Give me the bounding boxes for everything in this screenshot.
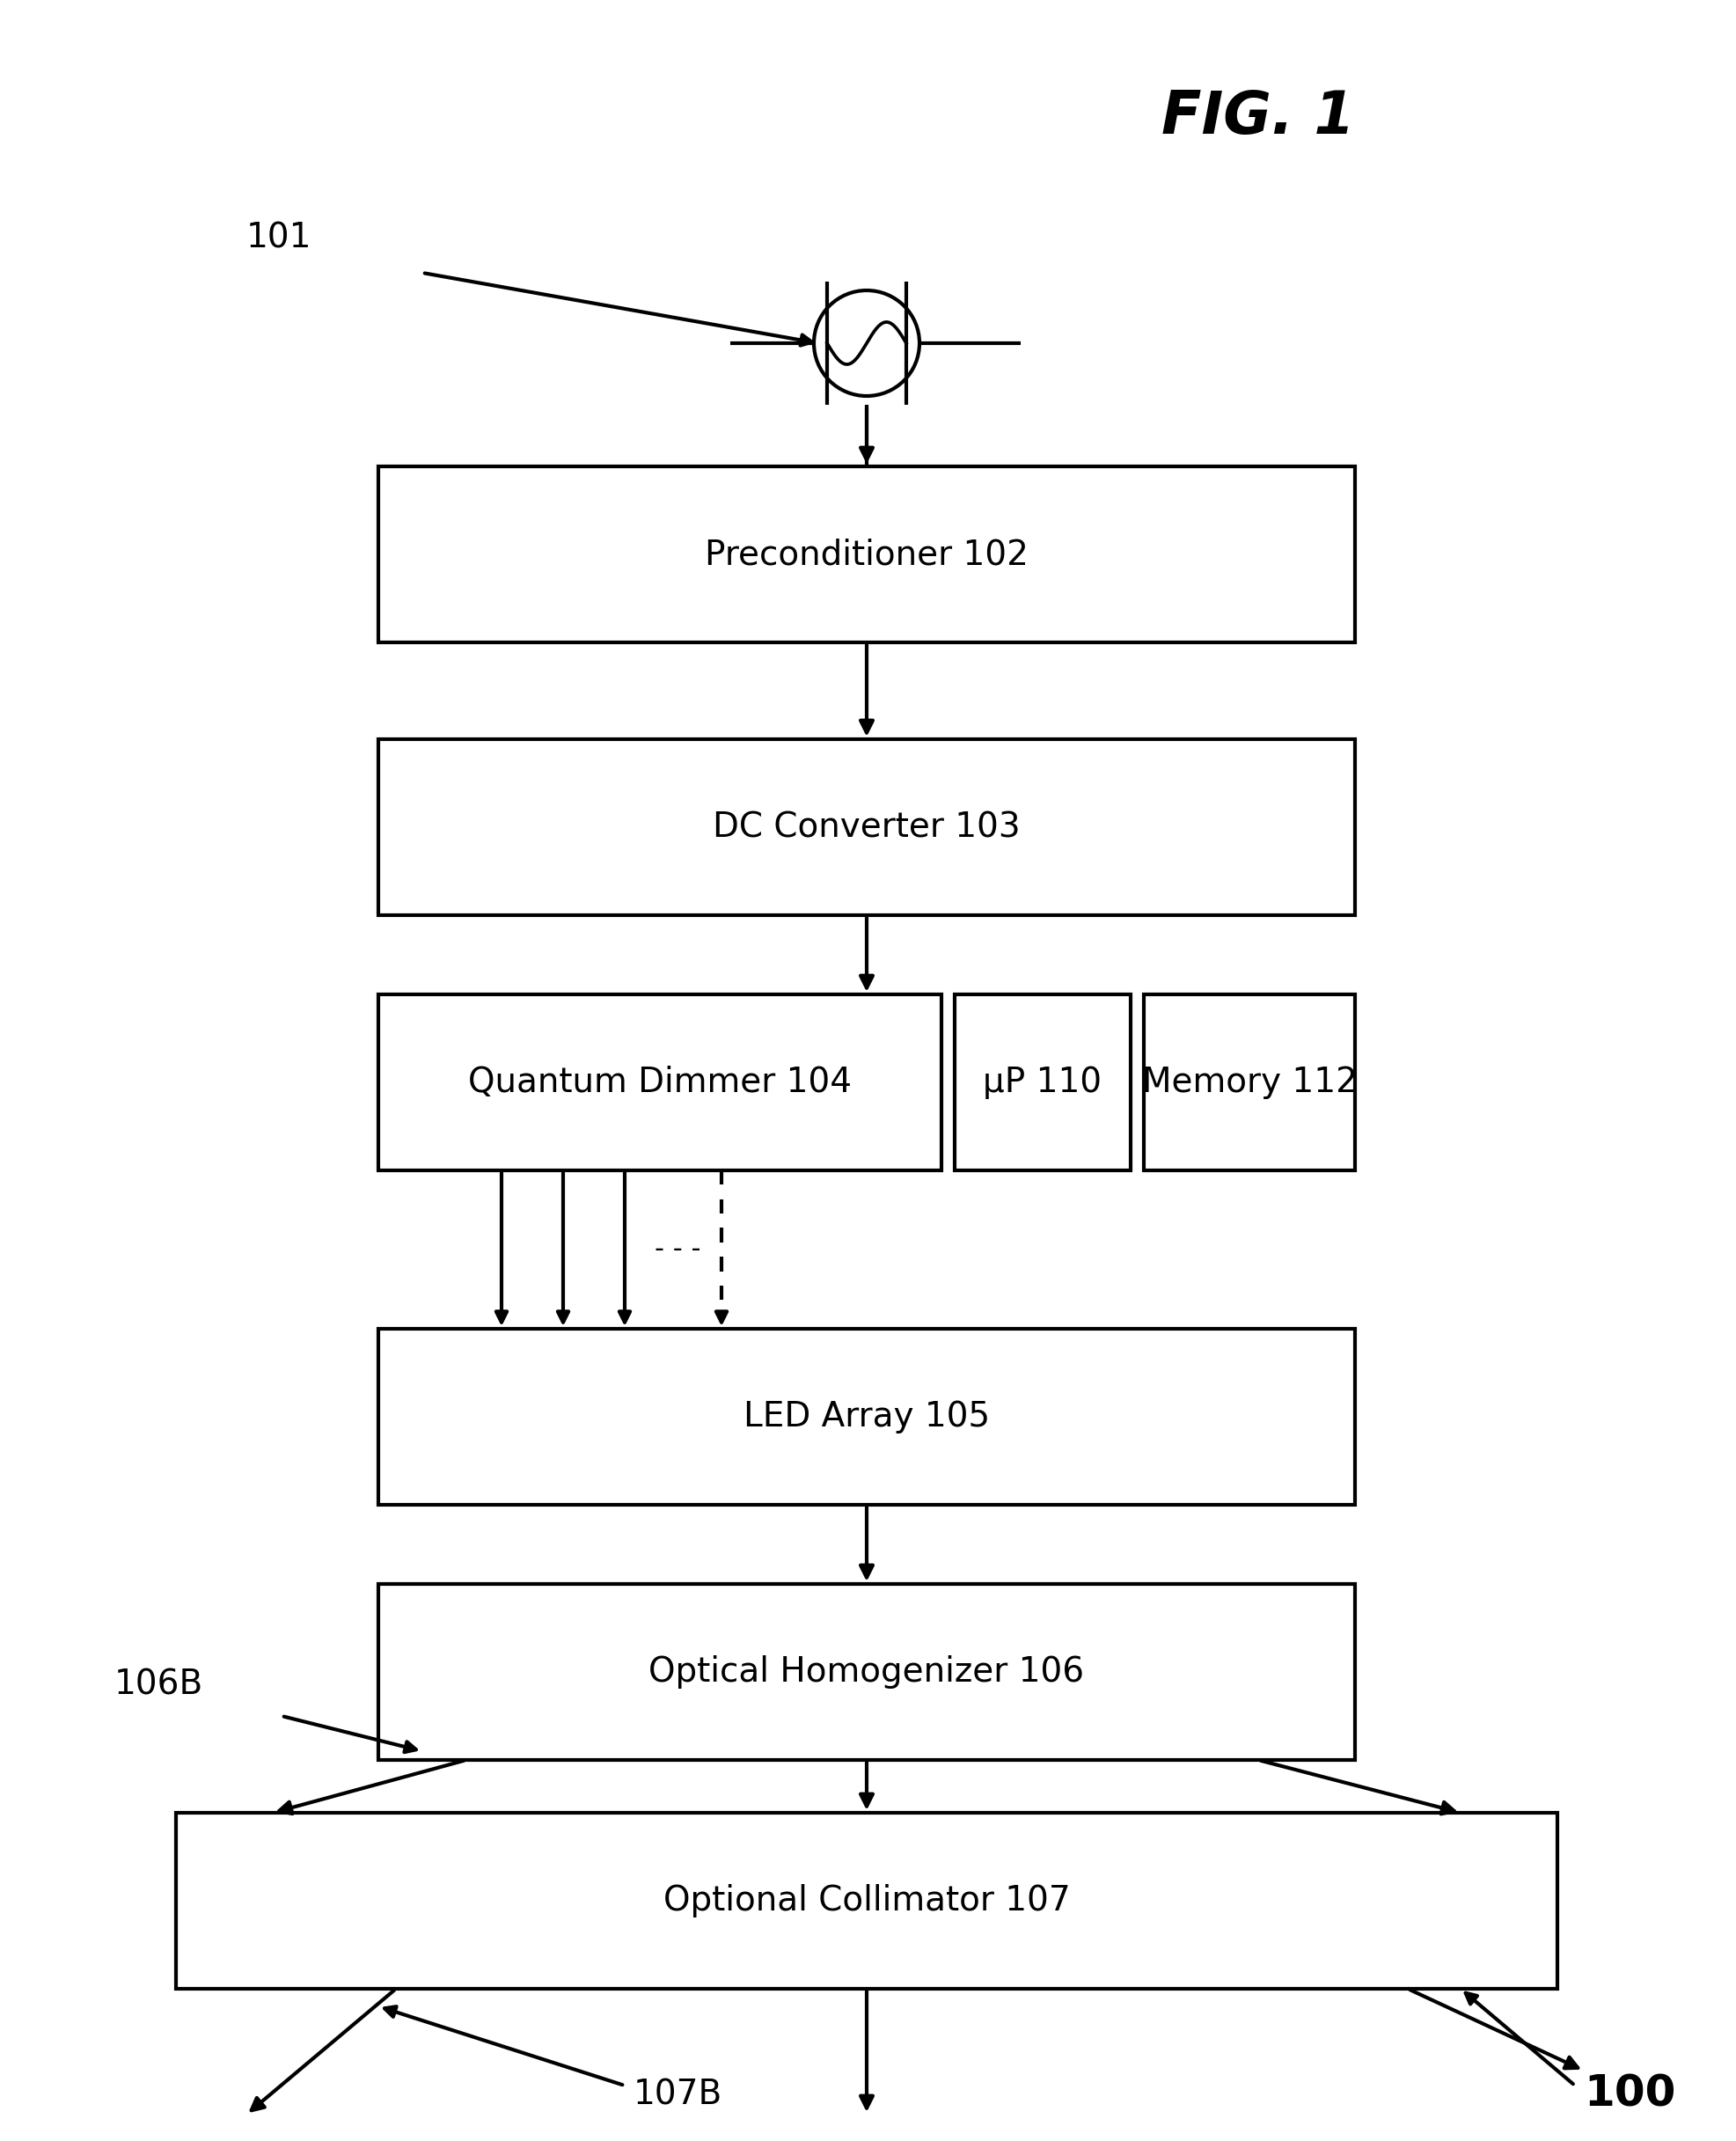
Text: 106B: 106B [115,1668,203,1702]
Text: μP 110: μP 110 [983,1066,1102,1098]
Text: LED Array 105: LED Array 105 [743,1400,990,1434]
Text: 100: 100 [1583,2072,1675,2115]
Text: Memory 112: Memory 112 [1142,1066,1358,1098]
Bar [175,1813,1557,1989]
Text: FIG. 1: FIG. 1 [1161,88,1354,146]
Bar [378,1584,1356,1760]
Text: - - -: - - - [654,1237,701,1263]
Bar [378,739,1356,914]
Text: Optional Collimator 107: Optional Collimator 107 [663,1884,1071,1918]
Text: 101: 101 [247,221,312,255]
Text: Preconditioner 102: Preconditioner 102 [705,537,1028,572]
Text: Optical Homogenizer 106: Optical Homogenizer 106 [649,1655,1085,1689]
Text: Quantum Dimmer 104: Quantum Dimmer 104 [469,1066,852,1098]
Text: 107B: 107B [634,2077,722,2111]
Bar [378,467,1356,642]
Bar [955,993,1130,1171]
Bar [1144,993,1356,1171]
Bar [378,1330,1356,1505]
Bar [378,993,941,1171]
Text: DC Converter 103: DC Converter 103 [713,811,1021,844]
